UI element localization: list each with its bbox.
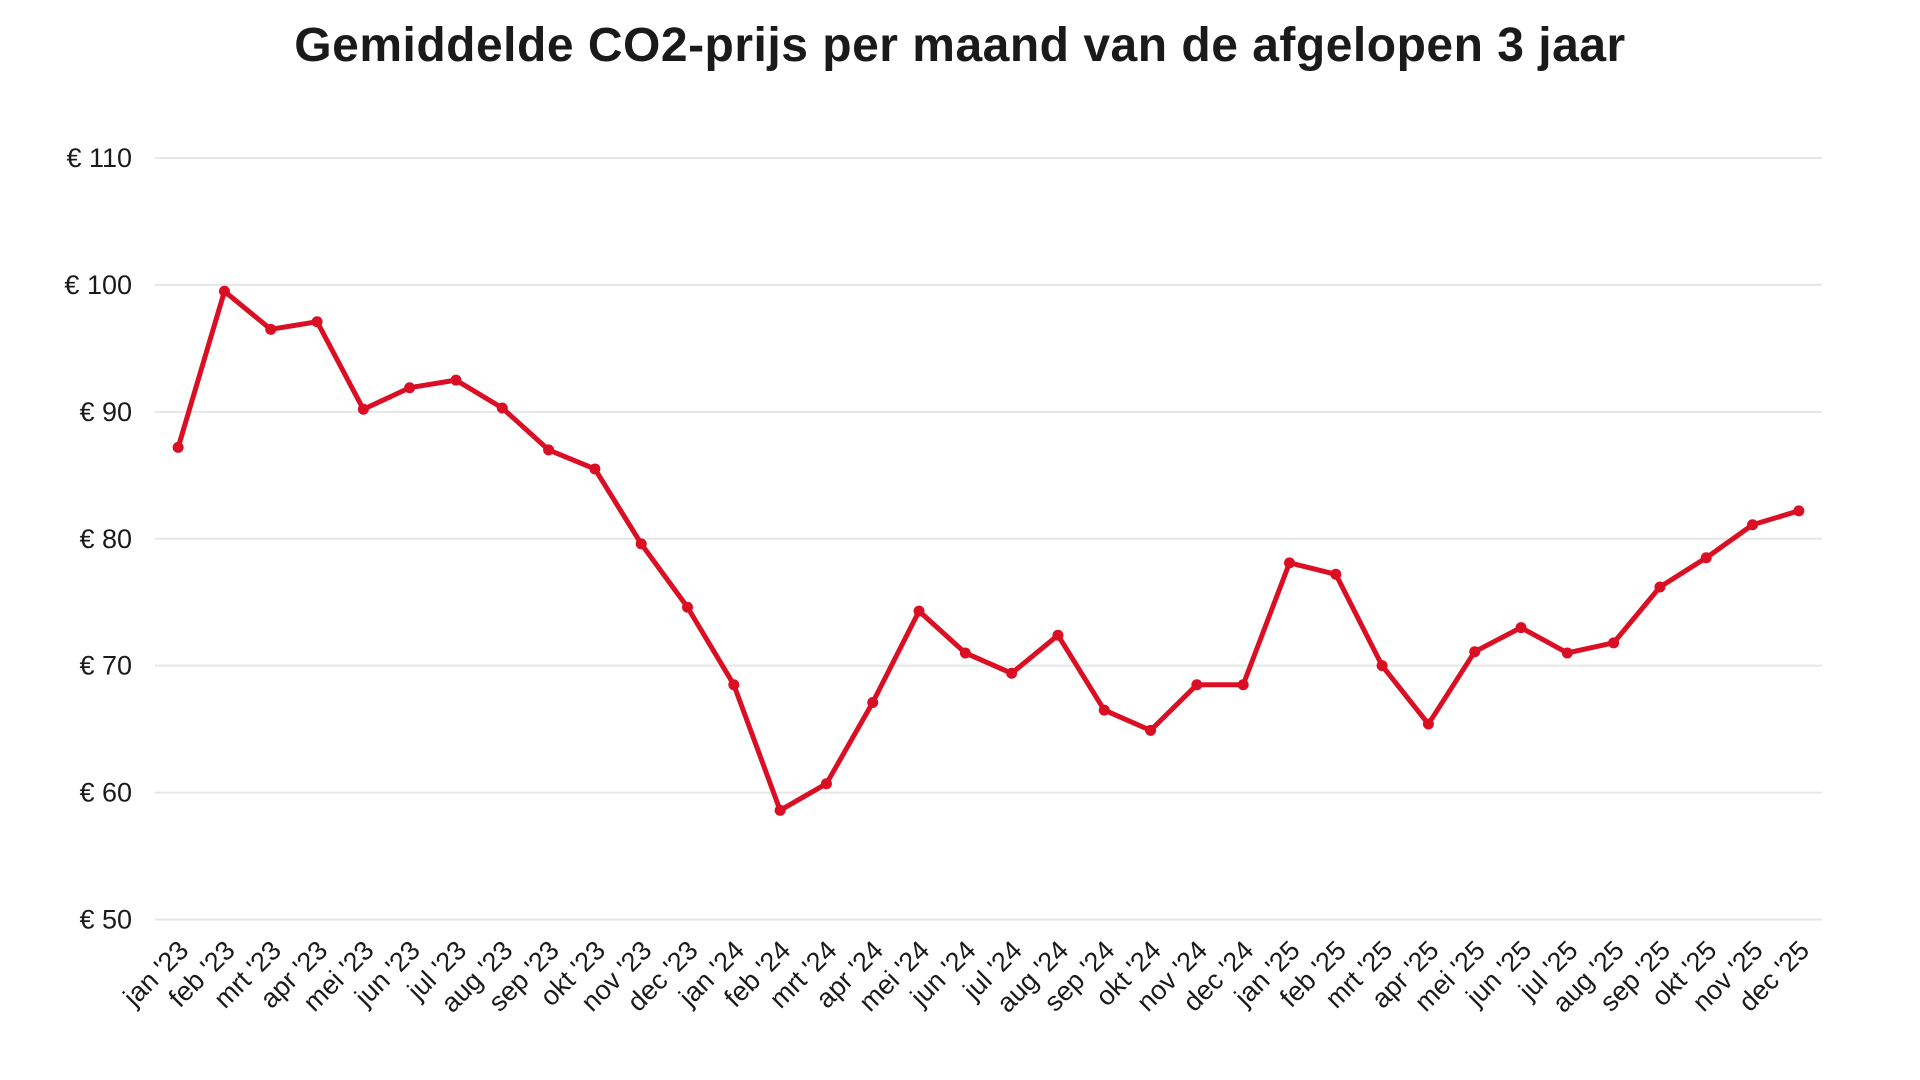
price-point: [496, 402, 508, 414]
y-axis-tick-label: € 70: [79, 651, 132, 681]
chart-title: Gemiddelde CO2-prijs per maand van de af…: [294, 19, 1626, 72]
price-point: [1793, 505, 1805, 517]
price-point: [959, 647, 971, 659]
price-point: [1422, 718, 1434, 730]
price-point: [589, 463, 601, 475]
price-point: [1006, 667, 1018, 679]
price-point: [218, 285, 230, 297]
price-point: [1561, 647, 1573, 659]
price-point: [450, 374, 462, 386]
price-point: [867, 696, 879, 708]
price-point: [1237, 679, 1249, 691]
price-point: [1098, 704, 1110, 716]
price-point: [1191, 679, 1203, 691]
price-point: [1376, 660, 1388, 672]
y-axis-tick-label: € 100: [64, 270, 132, 300]
price-point: [682, 601, 694, 613]
price-point: [172, 441, 184, 453]
y-axis-tick-label: € 90: [79, 397, 132, 427]
price-point: [311, 316, 323, 328]
price-point: [404, 382, 416, 394]
price-point: [543, 444, 555, 456]
y-axis-tick-label: € 110: [66, 143, 132, 173]
price-point: [1747, 519, 1759, 531]
price-point: [357, 403, 369, 415]
price-point: [1469, 646, 1481, 658]
price-point: [1283, 557, 1295, 569]
price-point: [913, 605, 925, 617]
price-point: [1654, 581, 1666, 593]
price-point: [1330, 568, 1342, 580]
y-axis-tick-label: € 50: [79, 905, 132, 935]
price-point: [1700, 552, 1712, 564]
price-point: [1052, 629, 1064, 641]
y-axis-tick-label: € 60: [79, 778, 132, 808]
price-point: [820, 778, 832, 790]
price-point: [635, 538, 647, 550]
price-line: [175, 288, 1802, 813]
price-point: [1145, 724, 1157, 736]
price-point: [265, 323, 277, 335]
price-point: [1515, 622, 1527, 634]
y-axis-tick-label: € 80: [79, 524, 132, 554]
price-point: [728, 679, 740, 691]
price-point: [1608, 637, 1620, 649]
price-point: [774, 804, 786, 816]
